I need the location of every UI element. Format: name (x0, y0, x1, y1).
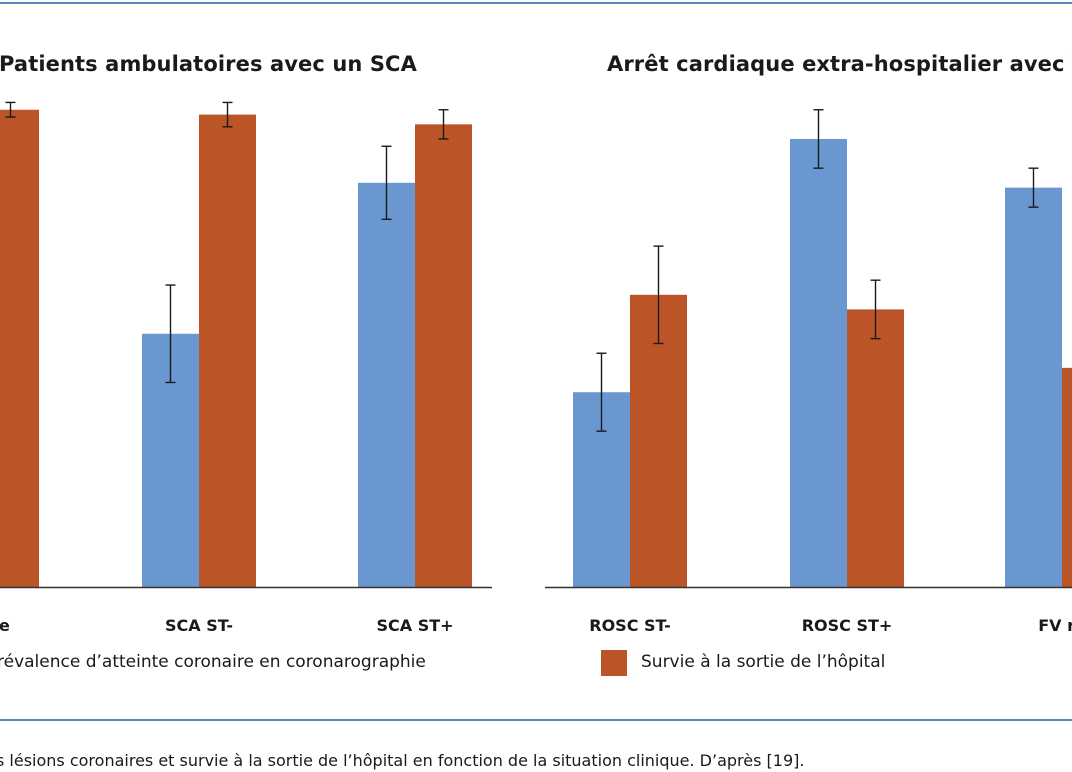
left-bar-orange-1 (199, 114, 256, 588)
right-bar-orange-1 (847, 309, 904, 587)
right-category-label-2: FV ré (1038, 616, 1072, 635)
right-category-label-1: ROSC ST+ (802, 616, 893, 635)
right-category-label-0: ROSC ST- (589, 616, 670, 635)
bottom-rule (0, 719, 1072, 721)
legend-label-survival: Survie à la sortie de l’hôpital (641, 652, 886, 672)
right-bar-blue-2 (1005, 187, 1062, 587)
right-bar-orange-2 (1062, 367, 1072, 587)
right-bar-blue-1 (790, 138, 847, 587)
legend-label-prevalence: révalence d’atteinte coronaire en corona… (0, 652, 426, 672)
top-rule (0, 2, 1072, 4)
left-bar-orange-0 (0, 109, 39, 588)
left-category-label-0: stable (0, 616, 10, 635)
figure-caption: s lésions coronaires et survie à la sort… (0, 751, 805, 770)
left-category-label-1: SCA ST- (165, 616, 233, 635)
right-chart-title: Arrêt cardiaque extra-hospitalier avec T… (607, 52, 1072, 76)
left-chart-title: Patients ambulatoires avec un SCA (0, 52, 417, 76)
left-category-label-2: SCA ST+ (376, 616, 453, 635)
left-bar-blue-2 (358, 182, 415, 588)
chart-canvas: stable SCA ST- SCA ST+ ROSC ST- ROSC ST+ FV r… (0, 101, 1072, 635)
legend-swatch-survival (601, 650, 627, 676)
left-bar-orange-2 (415, 124, 472, 587)
